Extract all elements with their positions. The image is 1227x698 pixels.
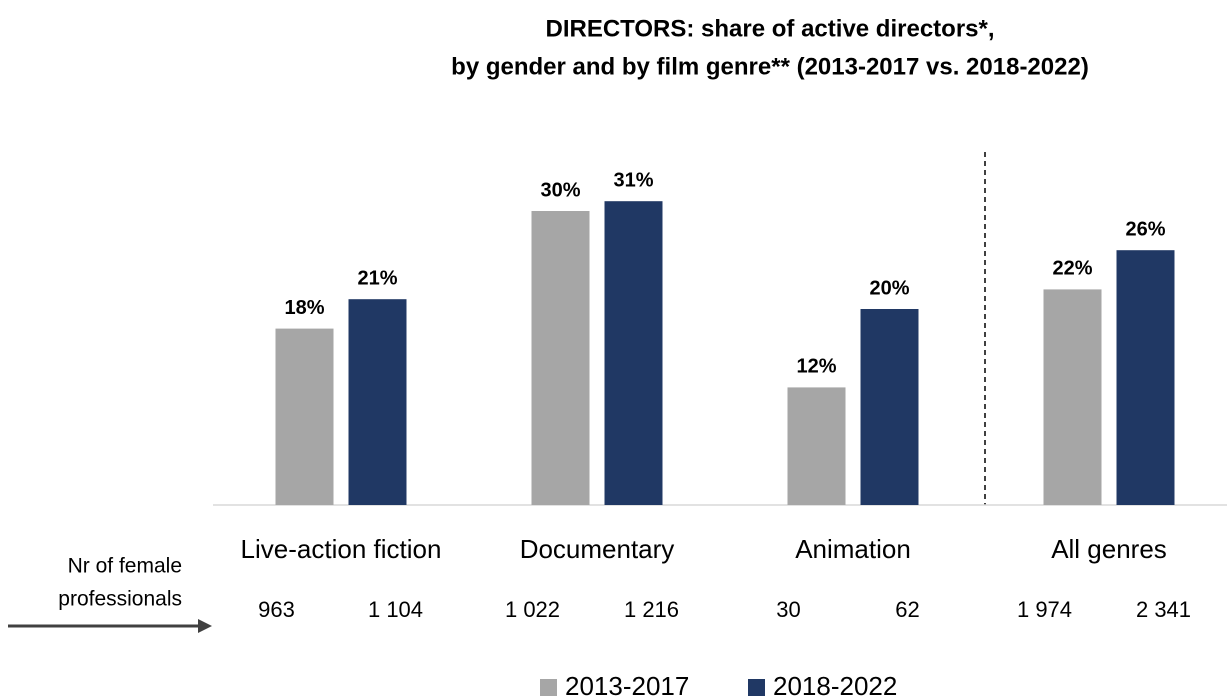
count-label: 1 104 (368, 597, 423, 622)
data-label: 12% (796, 356, 836, 378)
x-tick-label: Documentary (520, 534, 675, 564)
x-tick-label: Live-action fiction (241, 534, 442, 564)
data-label: 31% (613, 169, 653, 191)
legend-swatch (540, 679, 557, 696)
bar (275, 328, 334, 505)
count-label: 1 216 (624, 597, 679, 622)
legend-swatch (748, 679, 765, 696)
count-label: 30 (776, 597, 800, 622)
data-label: 21% (357, 267, 397, 289)
arrow-head (198, 619, 212, 633)
bar (604, 201, 663, 505)
chart-title: DIRECTORS: share of active directors*, (545, 15, 994, 42)
bar (348, 299, 407, 505)
count-label: 1 974 (1017, 597, 1072, 622)
counts-label: professionals (58, 588, 182, 611)
count-label: 2 341 (1136, 597, 1191, 622)
bar (531, 211, 590, 505)
data-label: 26% (1125, 218, 1165, 240)
legend-label: 2018-2022 (773, 671, 897, 698)
count-label: 963 (258, 597, 295, 622)
bar (787, 387, 846, 505)
legend-label: 2013-2017 (565, 671, 689, 698)
bar (1116, 250, 1175, 505)
data-label: 20% (869, 277, 909, 299)
data-label: 30% (540, 179, 580, 201)
count-label: 62 (895, 597, 919, 622)
bar (1043, 289, 1102, 505)
bar (860, 309, 919, 505)
x-tick-label: Animation (795, 534, 911, 564)
chart-subtitle: by gender and by film genre** (2013-2017… (451, 53, 1089, 80)
counts-label: Nr of female (68, 555, 182, 578)
count-label: 1 022 (505, 597, 560, 622)
data-label: 18% (284, 297, 324, 319)
data-label: 22% (1052, 258, 1092, 280)
x-tick-label: All genres (1051, 534, 1167, 564)
